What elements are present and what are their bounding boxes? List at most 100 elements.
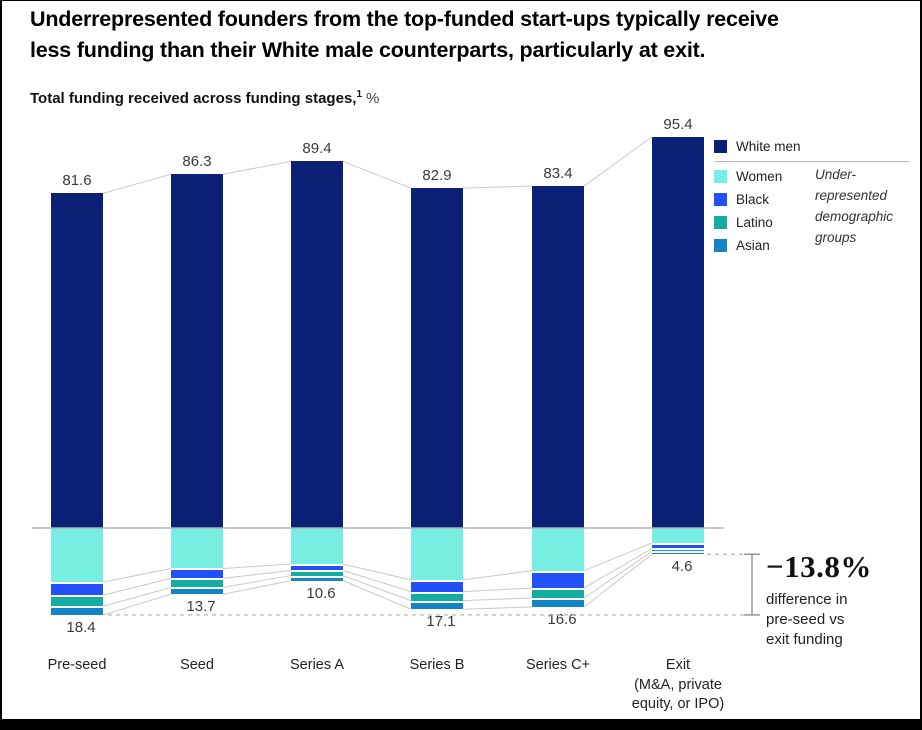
bar-black [171, 570, 223, 579]
bar-latino [51, 597, 103, 607]
subtitle-unit: % [366, 90, 380, 107]
bar-value-label-above: 83.4 [543, 165, 573, 183]
chart-line [583, 542, 653, 572]
bottom-border-bar [2, 719, 920, 730]
chart-line [342, 160, 412, 189]
bar-value-label-above: 89.4 [302, 140, 332, 158]
bar-white-men [51, 193, 103, 528]
chart-line [222, 160, 292, 175]
legend-separator [714, 161, 910, 162]
bar-asian [291, 577, 343, 581]
bar-women [291, 528, 343, 565]
x-axis-label: Seed [180, 657, 214, 673]
legend-item-white-men: White men [714, 135, 914, 158]
bar-value-label-above: 95.4 [663, 115, 693, 133]
chart-line [583, 136, 653, 187]
chart-line [222, 575, 292, 588]
chart-line [462, 587, 533, 593]
legend-swatch-icon [714, 140, 727, 153]
chart-legend: White men Women Black Latino Asian Under- rep… [714, 135, 914, 257]
bar-black [411, 581, 463, 592]
bar-black [291, 566, 343, 571]
bar-latino [652, 550, 704, 552]
difference-caption: difference in pre-seed vs exit funding [766, 591, 848, 648]
legend-swatch-icon [714, 216, 727, 229]
bar-white-men [652, 136, 704, 528]
legend-label: Women [736, 169, 783, 184]
legend-item-black: Black [714, 188, 914, 211]
difference-annotation: −13.8% difference in pre-seed vs exit fu… [766, 549, 918, 650]
bar-white-men [411, 188, 463, 528]
legend-label: Black [736, 192, 770, 207]
chart-line [222, 563, 292, 569]
legend-label: Asian [736, 238, 770, 253]
bar-latino [411, 593, 463, 601]
bar-value-label-below: 13.7 [177, 598, 225, 616]
legend-label: Latino [736, 215, 773, 230]
bar-latino [171, 580, 223, 588]
bar-women [652, 528, 704, 543]
bar-value-label-below: 18.4 [57, 618, 105, 636]
bar-asian [411, 602, 463, 610]
chart-line [222, 580, 292, 595]
chart-line [583, 548, 653, 589]
chart-line [462, 597, 533, 602]
bar-value-label-below: 4.6 [658, 558, 706, 576]
legend-swatch-icon [714, 193, 727, 206]
chart-subtitle: Total funding received across funding st… [30, 89, 379, 107]
bar-black [51, 584, 103, 596]
bar-white-men [171, 174, 223, 528]
chart-line [462, 185, 533, 189]
bar-value-label-below: 10.6 [297, 584, 345, 602]
chart-line [102, 577, 172, 596]
bar-asian [51, 608, 103, 615]
bar-black [652, 544, 704, 549]
legend-item-latino: Latino [714, 211, 914, 234]
bar-women [171, 528, 223, 569]
x-axis-label: Series B [409, 657, 465, 673]
x-axis-label: Series C+ [525, 657, 591, 673]
bar-latino [291, 572, 343, 576]
footnote-marker: 1 [356, 89, 363, 100]
difference-value: −13.8% [766, 549, 872, 584]
bar-black [532, 572, 584, 589]
bar-women [411, 528, 463, 580]
bar-white-men [532, 186, 584, 528]
chart-line [583, 553, 653, 608]
page-title: Underrepresented founders from the top-f… [30, 7, 779, 62]
chart-line [102, 173, 172, 194]
bar-value-label-above: 81.6 [62, 172, 92, 190]
x-axis-label: Exit (M&A, private equity, or IPO) [631, 657, 725, 713]
bar-value-label-below: 17.1 [417, 613, 465, 631]
x-axis-label: Pre-seed [47, 657, 107, 673]
bar-latino [532, 590, 584, 598]
legend-item-women: Women [714, 165, 914, 188]
chart-line [102, 567, 172, 583]
chart-line [462, 570, 533, 581]
bar-value-label-above: 86.3 [182, 153, 212, 171]
legend-swatch-icon [714, 239, 727, 252]
bar-value-label-above: 82.9 [422, 167, 452, 185]
chart-line [102, 586, 172, 607]
x-axis-label: Series A [290, 657, 344, 673]
legend-item-asian: Asian [714, 234, 914, 257]
chart-line [583, 550, 653, 599]
chart-line [462, 606, 533, 610]
legend-group-note: Under- represented demographic groups [815, 167, 894, 245]
bar-asian [532, 600, 584, 608]
legend-label: White men [736, 139, 801, 154]
chart-line [102, 593, 172, 616]
subtitle-text: Total funding received across funding st… [30, 90, 357, 107]
chart-line [342, 580, 412, 610]
legend-swatch-icon [714, 170, 727, 183]
chart-line [342, 575, 412, 602]
bar-asian [171, 589, 223, 595]
chart-line [342, 563, 412, 581]
chart-line [342, 570, 412, 593]
chart-line [222, 569, 292, 579]
bar-women [532, 528, 584, 571]
bar-women [51, 528, 103, 583]
bar-value-label-below: 16.6 [538, 611, 586, 629]
bar-white-men [291, 161, 343, 528]
